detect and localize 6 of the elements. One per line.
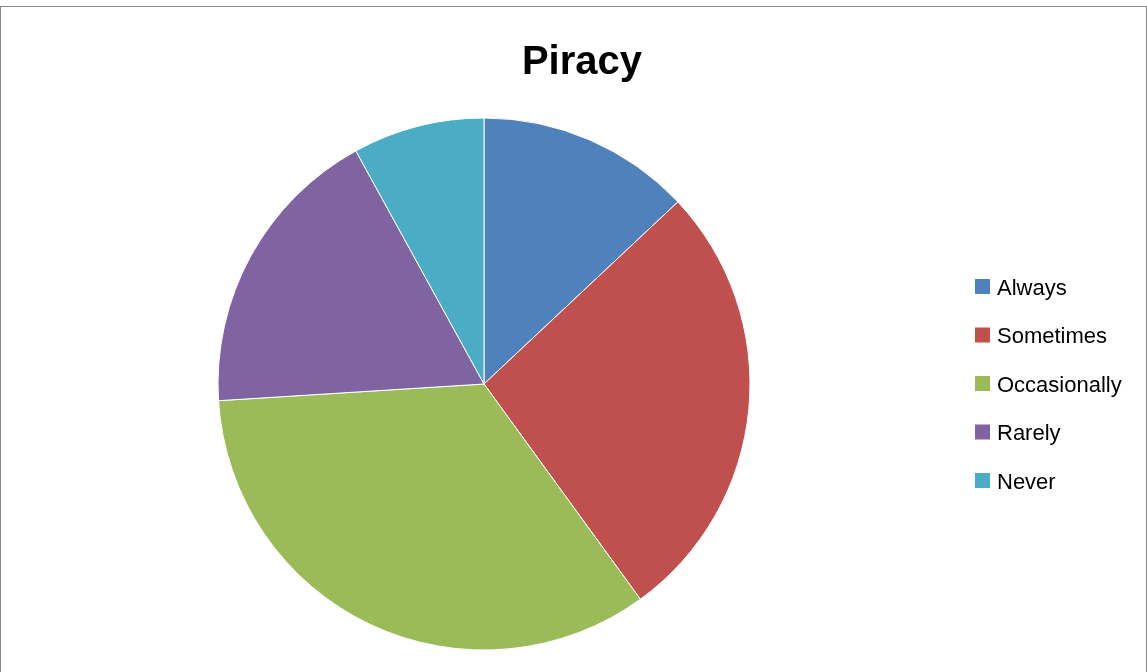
legend-label: Sometimes xyxy=(997,323,1108,348)
legend-label: Occasionally xyxy=(997,371,1122,397)
legend-label: Always xyxy=(997,274,1067,300)
legend-label: Never xyxy=(997,468,1056,494)
legend-label: Rarely xyxy=(997,420,1061,445)
chart-title: Piracy xyxy=(521,38,643,82)
